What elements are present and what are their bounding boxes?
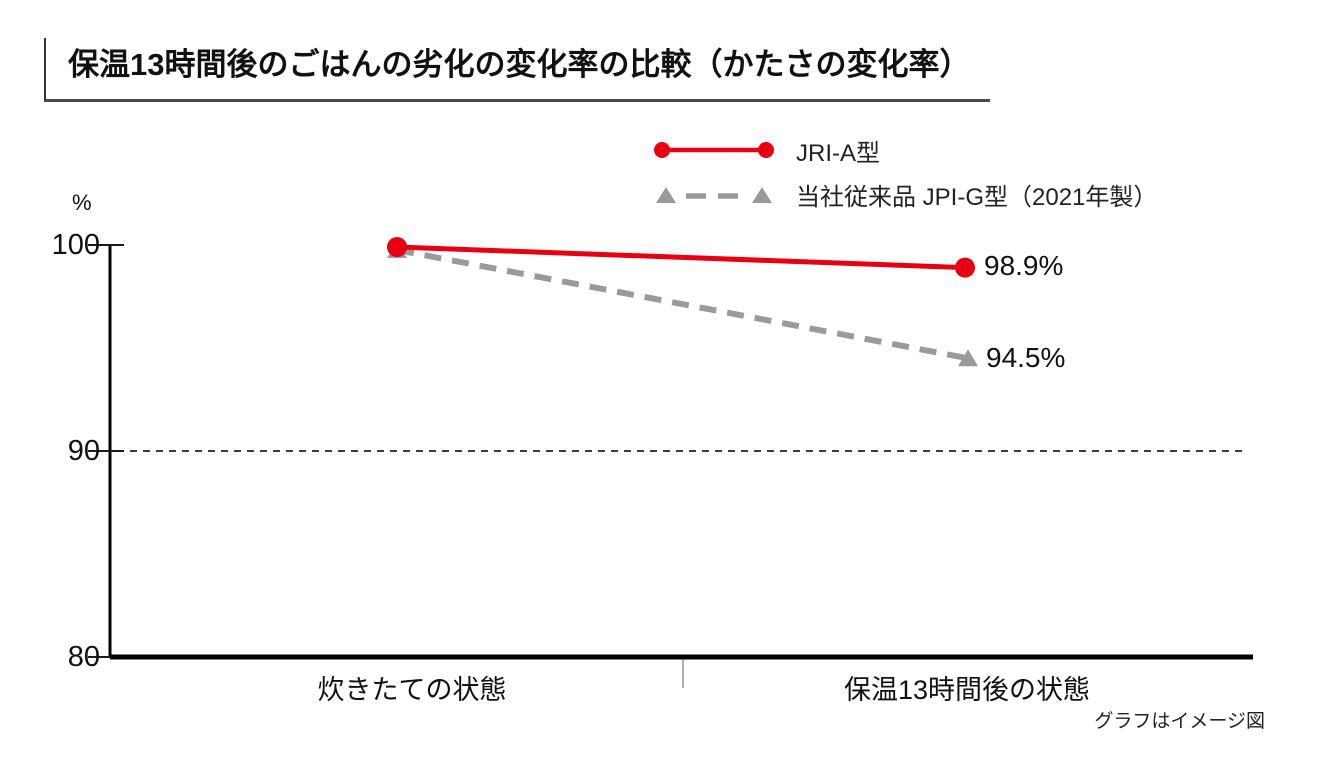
gray-dashed-triangle-marker-icon [656,187,772,203]
legend-item-jri-a: JRI-A型 [650,128,1157,172]
legend-label-jri-a: JRI-A型 [796,139,880,167]
red-line-circle-marker-icon [654,142,774,158]
y-tick-label-90: 90 [67,435,100,467]
legend-label-jpi-g: 当社従来品 JPI-G型（2021年製） [796,183,1158,211]
y-tick-label-100: 100 [51,229,100,261]
chart-title: 保温13時間後のごはんの劣化の変化率の比較（かたさの変化率） [68,47,971,82]
y-tick-label-80: 80 [67,641,100,673]
value-label-jri-a: 98.9% [984,250,1064,281]
value-label-jpi-g: 94.5% [986,342,1066,373]
chart-title-block: 保温13時間後のごはんの劣化の変化率の比較（かたさの変化率） [44,38,990,102]
footnote: グラフはイメージ図 [1094,711,1265,732]
legend: JRI-A型 当社従来品 JPI-G型（2021年製） [650,128,1157,216]
x-category-label-fresh: 炊きたての状態 [317,675,507,705]
y-axis-unit-label: % [72,190,92,215]
x-category-label-after-13h: 保温13時間後の状態 [843,675,1091,705]
legend-item-jpi-g: 当社従来品 JPI-G型（2021年製） [650,172,1157,216]
